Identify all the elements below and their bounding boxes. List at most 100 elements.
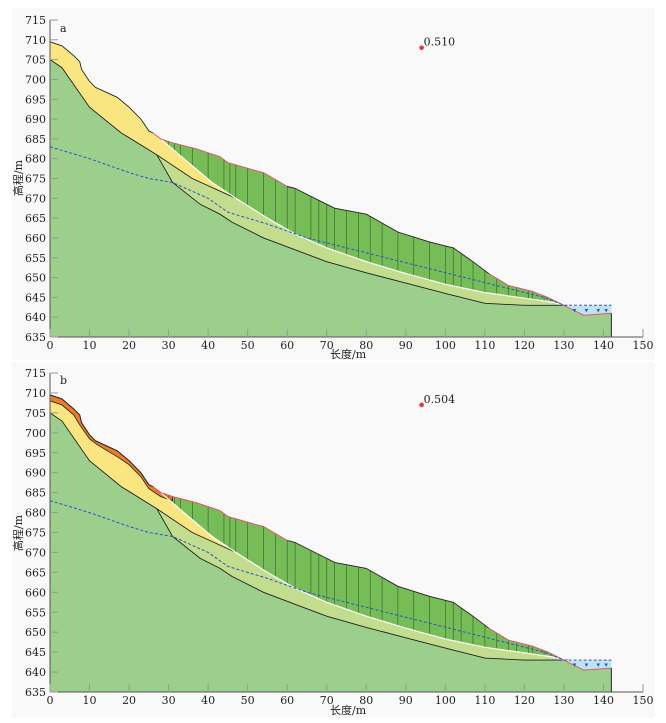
x-tick-label: 140 xyxy=(593,339,614,352)
x-tick-label: 100 xyxy=(435,339,456,352)
slip-surface xyxy=(160,492,569,662)
x-tick-label: 90 xyxy=(399,339,413,352)
safety-factor-label: 0.504 xyxy=(424,393,456,406)
y-tick-label: 660 xyxy=(25,232,46,245)
y-tick-label: 650 xyxy=(25,626,46,639)
x-tick-label: 120 xyxy=(514,694,535,707)
x-axis-label: 长度/m xyxy=(330,347,367,361)
y-tick-label: 655 xyxy=(25,252,46,265)
water-body xyxy=(567,305,612,316)
x-tick-label: 130 xyxy=(553,694,574,707)
ground-surface xyxy=(287,185,490,274)
y-tick-label: 655 xyxy=(25,606,46,619)
y-tick-label: 695 xyxy=(25,447,46,460)
x-tick-label: 100 xyxy=(435,694,456,707)
y-tick-label: 640 xyxy=(25,311,46,324)
y-tick-label: 715 xyxy=(25,367,46,380)
x-tick-label: 50 xyxy=(241,339,255,352)
ground-surface xyxy=(49,41,154,134)
x-tick-label: 10 xyxy=(83,339,97,352)
panel-label: a xyxy=(60,22,67,35)
x-tick-label: 0 xyxy=(47,694,54,707)
y-tick-label: 670 xyxy=(25,192,46,205)
x-tick-label: 150 xyxy=(633,694,654,707)
panel-label: b xyxy=(60,374,67,387)
layer-boundary xyxy=(49,412,236,553)
y-tick-label: 690 xyxy=(25,113,46,126)
water-level-icon: ▾ xyxy=(573,661,577,669)
ground-surface xyxy=(49,394,154,488)
y-tick-label: 675 xyxy=(25,527,46,540)
x-tick-label: 50 xyxy=(241,694,255,707)
panel-a: ▾ ▾ ▾ ▾635640645650655660665670675680685690… xyxy=(11,14,654,361)
y-tick-label: 670 xyxy=(25,546,46,559)
water-level-icon: ▾ xyxy=(604,306,608,314)
ground-surface-slip xyxy=(488,627,612,671)
y-tick-label: 700 xyxy=(25,427,46,440)
y-tick-label: 710 xyxy=(25,34,46,47)
x-tick-label: 30 xyxy=(162,339,176,352)
y-axis-label: 高程/m xyxy=(11,514,25,551)
y-tick-label: 675 xyxy=(25,173,46,186)
x-tick-label: 130 xyxy=(553,339,574,352)
x-tick-label: 110 xyxy=(474,339,495,352)
slip-center-marker xyxy=(419,402,424,408)
water-level-icon: ▾ xyxy=(604,661,608,669)
x-axis-label: 长度/m xyxy=(330,703,367,717)
x-tick-label: 60 xyxy=(280,694,294,707)
x-tick-label: 80 xyxy=(359,339,373,352)
ground-surface xyxy=(287,540,490,629)
water-level-icon: ▾ xyxy=(597,661,601,669)
x-tick-label: 60 xyxy=(280,339,294,352)
y-tick-label: 660 xyxy=(25,586,46,599)
y-tick-label: 665 xyxy=(25,566,46,579)
x-tick-label: 40 xyxy=(201,694,215,707)
water-level-icon: ▾ xyxy=(585,306,589,314)
y-tick-label: 685 xyxy=(25,133,46,146)
ground-surface-slip xyxy=(488,273,612,316)
x-tick-label: 150 xyxy=(633,339,654,352)
y-tick-label: 695 xyxy=(25,93,46,106)
layer-boundary xyxy=(156,508,568,661)
y-tick-label: 665 xyxy=(25,212,46,225)
water-level-icon: ▾ xyxy=(573,306,577,314)
y-tick-label: 680 xyxy=(25,507,46,520)
x-tick-label: 70 xyxy=(320,694,334,707)
slip-center-marker xyxy=(419,45,424,51)
safety-factor-label: 0.510 xyxy=(424,36,456,49)
y-tick-label: 645 xyxy=(25,646,46,659)
ground-surface-slip xyxy=(152,132,296,189)
y-tick-label: 700 xyxy=(25,73,46,86)
layers: ▾ ▾ ▾ ▾635640645650655660665670675680685690… xyxy=(25,14,654,352)
y-tick-label: 635 xyxy=(25,331,46,344)
water-table xyxy=(49,500,612,661)
x-tick-label: 0 xyxy=(47,339,54,352)
yellow-soil-layer xyxy=(50,41,236,199)
slip-surface xyxy=(160,138,569,307)
x-tick-label: 30 xyxy=(162,694,176,707)
layer-boundary xyxy=(156,154,568,306)
water-level-icon: ▾ xyxy=(585,661,589,669)
sliding-mass xyxy=(160,492,568,663)
ground-surface-slip xyxy=(152,486,296,543)
x-tick-label: 40 xyxy=(201,339,215,352)
sliding-mass xyxy=(160,138,568,308)
y-axis-label: 高程/m xyxy=(11,159,25,196)
y-tick-label: 710 xyxy=(25,387,46,400)
y-tick-label: 645 xyxy=(25,291,46,304)
water-level-icon: ▾ xyxy=(597,306,601,314)
x-tick-label: 140 xyxy=(593,694,614,707)
y-tick-label: 690 xyxy=(25,467,46,480)
layer-boundary xyxy=(49,59,236,199)
y-tick-label: 715 xyxy=(25,14,46,27)
x-tick-label: 10 xyxy=(83,694,97,707)
y-tick-label: 705 xyxy=(25,407,46,420)
y-tick-label: 680 xyxy=(25,153,46,166)
x-tick-label: 20 xyxy=(122,339,136,352)
x-tick-label: 120 xyxy=(514,339,535,352)
y-tick-label: 635 xyxy=(25,686,46,699)
y-tick-label: 705 xyxy=(25,54,46,67)
x-tick-label: 20 xyxy=(122,694,136,707)
